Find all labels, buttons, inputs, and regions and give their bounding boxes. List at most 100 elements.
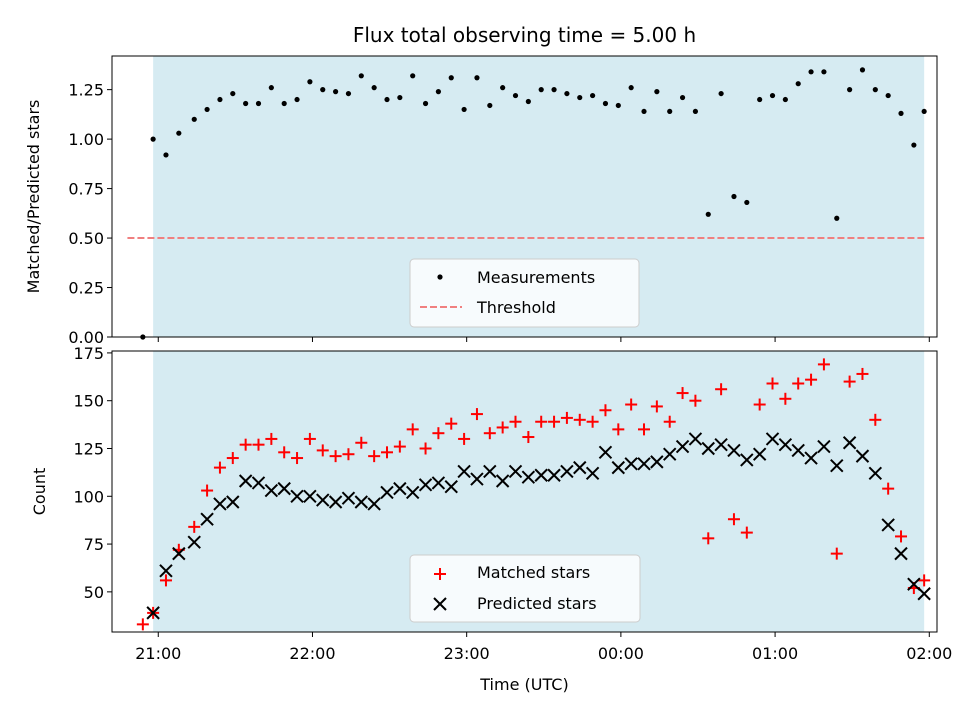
- measurement-point: [718, 90, 724, 97]
- predicted-star-point: [380, 485, 394, 500]
- measurement-point: [230, 90, 236, 97]
- matched-star-point: [278, 446, 291, 459]
- matched-star-point: [689, 394, 702, 407]
- matched-star-point: [303, 432, 316, 445]
- matched-star-point: [522, 431, 535, 444]
- x-tick-label: 02:00: [906, 644, 952, 663]
- y-tick-label: 150: [73, 392, 104, 411]
- predicted-star-point: [251, 476, 266, 490]
- legend-matched-marker: [434, 568, 446, 580]
- predicted-star-point: [817, 439, 831, 454]
- matched-star-point: [715, 383, 728, 396]
- measurement-point: [577, 94, 583, 101]
- predicted-star-point: [226, 495, 240, 509]
- predicted-star-point: [470, 472, 484, 486]
- y-tick-label: 100: [73, 487, 104, 506]
- predicted-star-point: [663, 447, 677, 461]
- measurement-point: [163, 152, 169, 158]
- measurement-point: [834, 215, 840, 221]
- chart-title: Flux total observing time = 5.00 h: [353, 23, 696, 47]
- matched-star-point: [432, 427, 445, 440]
- x-tick-label: 23:00: [444, 644, 490, 663]
- predicted-star-point: [727, 443, 741, 458]
- y-tick-label: 0.25: [68, 279, 104, 298]
- predicted-star-point: [894, 546, 908, 561]
- predicted-star-point: [637, 457, 651, 471]
- bottom-legend-box: [409, 554, 641, 623]
- matched-star-point: [291, 452, 304, 465]
- measurement-point: [654, 89, 660, 95]
- measurement-point: [808, 69, 814, 75]
- predicted-star-point: [483, 464, 497, 479]
- legend-threshold-label: Threshold: [476, 298, 556, 317]
- matched-star-point: [393, 440, 406, 453]
- matched-star-point: [663, 415, 676, 428]
- matched-star-point: [779, 392, 792, 405]
- predicted-star-point: [444, 480, 458, 494]
- top-x-ticks: [157, 337, 930, 342]
- y-tick-label: 0.50: [68, 229, 104, 248]
- top-y-ticks: 0.00 0.25 0.50 0.75 1.00 1.25: [68, 81, 112, 347]
- matched-star-point: [830, 547, 843, 560]
- measurement-point: [204, 106, 210, 113]
- predicted-star-point: [624, 457, 638, 471]
- measurement-point: [921, 108, 927, 115]
- measurement-point: [602, 100, 609, 107]
- matched-star-point: [676, 387, 689, 400]
- measurement-points: [140, 67, 927, 340]
- measurement-point: [525, 98, 531, 105]
- matched-star-point: [355, 436, 368, 449]
- measurement-point: [358, 73, 364, 79]
- matched-star-point: [316, 444, 329, 457]
- y-tick-label: 1.25: [68, 81, 104, 100]
- predicted-star-point: [277, 481, 291, 496]
- predicted-star-point: [855, 449, 870, 463]
- measurement-point: [281, 100, 287, 107]
- matched-star-point: [740, 526, 753, 539]
- matched-star-point: [766, 377, 779, 390]
- legend-measurements-label: Measurements: [477, 268, 595, 287]
- matched-star-point: [483, 427, 496, 440]
- matched-star-point: [548, 415, 561, 428]
- measurement-point: [345, 90, 352, 97]
- predicted-star-point: [521, 470, 536, 484]
- measurement-point: [294, 96, 300, 103]
- matched-star-point: [239, 438, 252, 451]
- legend-predicted-label: Predicted stars: [477, 594, 597, 613]
- measurement-point: [191, 116, 197, 122]
- top-legend: Measurements Threshold: [409, 258, 640, 328]
- predicted-star-point: [159, 564, 173, 578]
- predicted-star-point: [316, 493, 330, 507]
- x-tick-label: 21:00: [135, 644, 181, 663]
- measurement-point: [667, 108, 673, 115]
- x-tick-label: 00:00: [598, 644, 644, 663]
- predicted-star-point: [765, 432, 780, 446]
- predicted-star-point: [418, 478, 433, 492]
- measurement-point: [628, 85, 634, 91]
- matched-star-point: [792, 377, 805, 390]
- matched-star-point: [496, 421, 509, 434]
- predicted-star-point: [328, 495, 343, 509]
- matched-star-point: [406, 423, 419, 436]
- matched-star-point: [856, 367, 869, 380]
- bottom-axes-frame: [111, 350, 938, 633]
- matched-star-point: [702, 532, 715, 545]
- matched-star-point: [895, 530, 908, 543]
- matched-star-point: [535, 415, 548, 428]
- measurement-point: [371, 85, 377, 91]
- matched-star-point: [918, 574, 931, 587]
- predicted-star-point: [917, 587, 931, 601]
- matched-star-point: [509, 415, 522, 428]
- measurement-point: [705, 211, 711, 217]
- predicted-star-point: [303, 489, 317, 503]
- measurement-point: [641, 108, 647, 115]
- measurement-point: [268, 85, 274, 91]
- measurement-point: [795, 81, 801, 87]
- measurement-point: [474, 75, 480, 81]
- count-points: [136, 358, 931, 631]
- predicted-star-point: [881, 518, 895, 532]
- measurement-point: [692, 108, 699, 115]
- predicted-star-point: [547, 468, 561, 482]
- predicted-star-point: [868, 466, 883, 481]
- measurement-point: [782, 96, 788, 103]
